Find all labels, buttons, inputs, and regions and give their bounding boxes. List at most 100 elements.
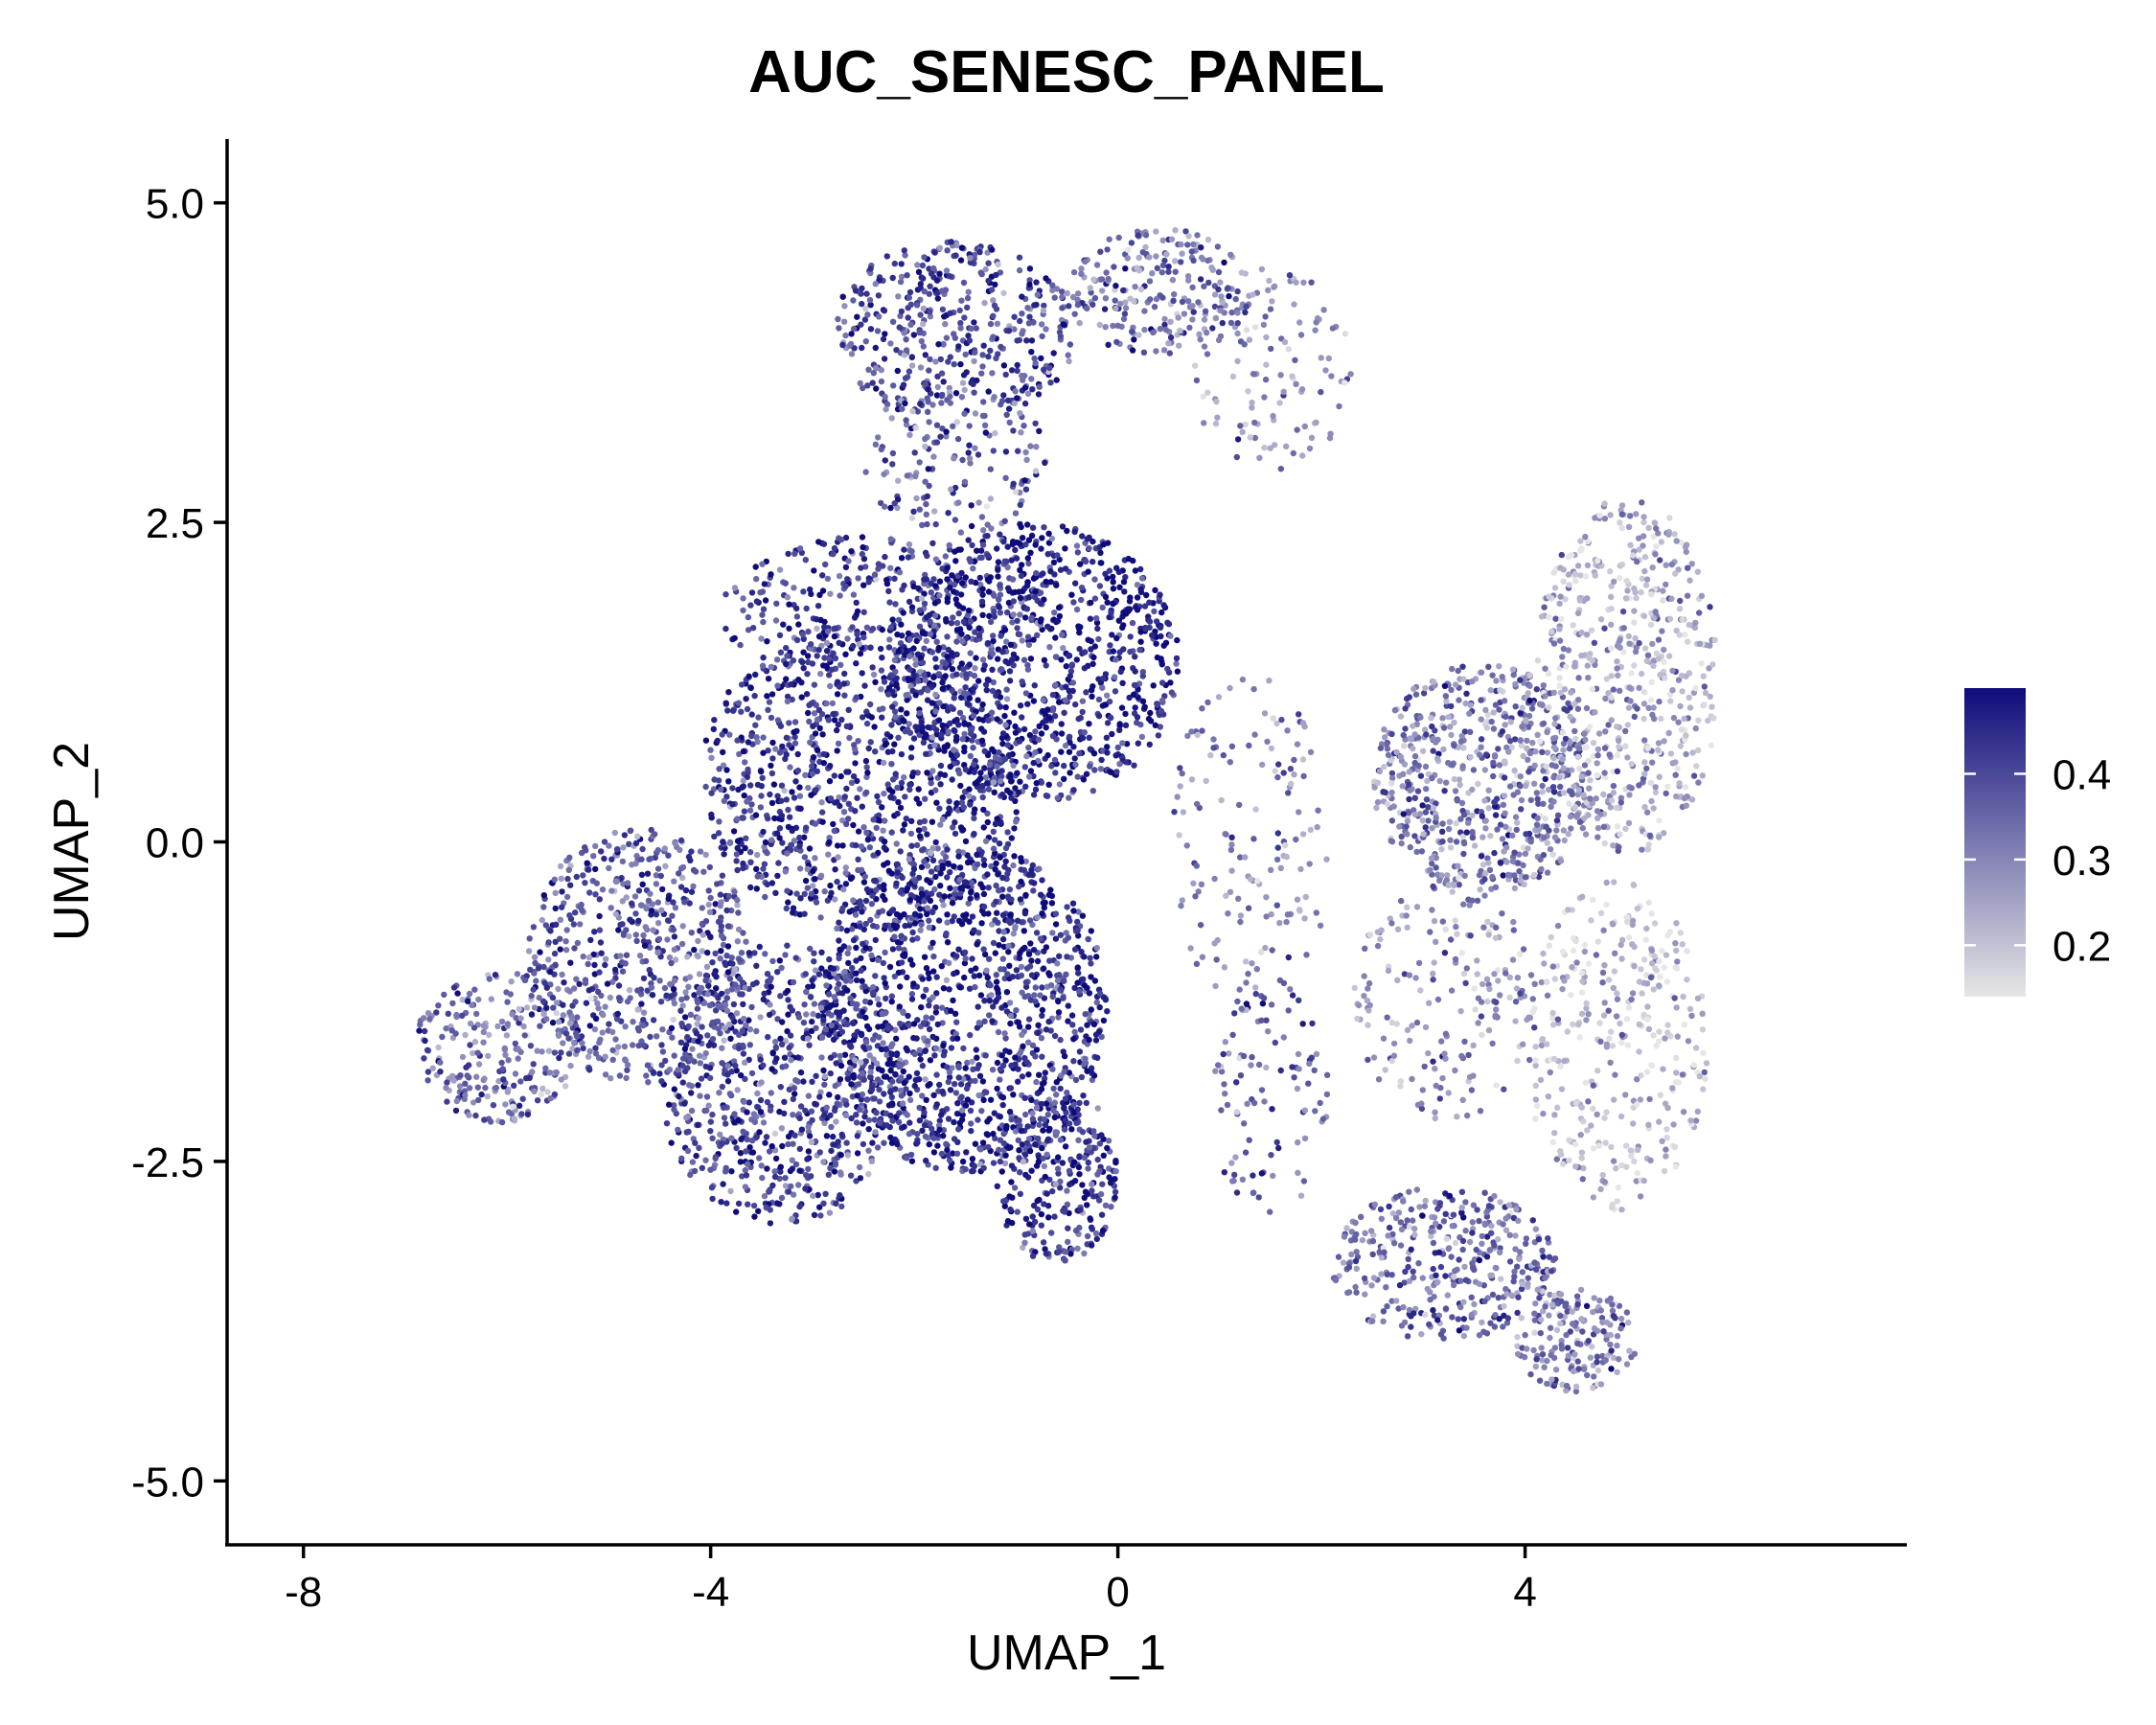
scatter-point	[912, 425, 919, 431]
scatter-point	[1112, 283, 1119, 289]
scatter-point	[725, 689, 732, 696]
scatter-point	[898, 750, 906, 758]
scatter-point	[1200, 393, 1207, 400]
scatter-point	[1234, 436, 1242, 443]
scatter-point	[860, 633, 867, 641]
scatter-point	[858, 290, 864, 297]
scatter-point	[1212, 420, 1220, 427]
scatter-point	[1051, 571, 1058, 578]
scatter-point	[817, 872, 825, 879]
scatter-point	[1277, 1067, 1284, 1074]
scatter-point	[1069, 687, 1076, 695]
scatter-point	[1214, 414, 1221, 421]
scatter-point	[934, 373, 941, 380]
scatter-point	[923, 1157, 929, 1164]
scatter-point	[1290, 449, 1297, 457]
scatter-point	[953, 716, 960, 724]
scatter-point	[1112, 297, 1118, 304]
scatter-point	[987, 1096, 995, 1103]
scatter-point	[966, 985, 974, 992]
scatter-point	[767, 791, 773, 798]
scatter-point	[984, 818, 992, 826]
scatter-point	[1012, 729, 1020, 736]
scatter-point	[916, 623, 924, 630]
scatter-point	[921, 600, 929, 608]
scatter-point	[926, 611, 932, 619]
scatter-point	[1166, 350, 1174, 356]
scatter-point	[946, 384, 952, 392]
scatter-point	[1022, 486, 1030, 493]
scatter-point	[911, 1082, 918, 1090]
scatter-point	[906, 1073, 912, 1080]
scatter-point	[906, 896, 913, 904]
scatter-point	[827, 1054, 835, 1061]
scatter-point	[753, 734, 760, 741]
scatter-point	[883, 995, 889, 1002]
scatter-point	[1234, 310, 1241, 316]
scatter-point	[1141, 308, 1148, 314]
scatter-point	[810, 867, 816, 875]
scatter-point	[947, 354, 953, 360]
scatter-point	[1005, 599, 1013, 607]
scatter-point	[984, 1132, 992, 1138]
scatter-point	[1074, 290, 1082, 297]
scatter-point	[1125, 606, 1132, 612]
scatter-point	[1250, 1172, 1256, 1179]
scatter-point	[906, 1096, 914, 1104]
scatter-point	[703, 1093, 711, 1100]
scatter-point	[926, 290, 932, 297]
scatter-point	[906, 598, 913, 606]
scatter-point	[1087, 746, 1094, 752]
scatter-point	[769, 755, 776, 762]
scatter-point	[765, 1033, 771, 1041]
scatter-point	[1002, 722, 1009, 728]
scatter-point	[1079, 533, 1086, 540]
scatter-point	[801, 854, 809, 861]
scatter-point	[745, 1099, 752, 1106]
scatter-point	[980, 728, 988, 735]
scatter-point	[848, 351, 856, 357]
scatter-point	[902, 400, 908, 407]
scatter-point	[1289, 992, 1296, 999]
scatter-point	[865, 1025, 873, 1033]
scatter-point	[980, 806, 987, 814]
scatter-point	[1088, 637, 1095, 645]
scatter-point	[1049, 732, 1057, 740]
scatter-point	[932, 656, 939, 662]
scatter-point	[917, 281, 924, 288]
scatter-point	[746, 849, 754, 856]
scatter-point	[814, 747, 821, 753]
scatter-point	[909, 936, 916, 943]
scatter-point	[777, 649, 785, 656]
scatter-point	[886, 636, 893, 643]
scatter-point	[975, 930, 982, 936]
scatter-point	[1066, 303, 1072, 310]
scatter-point	[888, 761, 895, 768]
scatter-point	[891, 656, 899, 664]
scatter-point	[805, 653, 812, 659]
scatter-point	[678, 1155, 685, 1162]
scatter-point	[998, 773, 1005, 780]
scatter-point	[979, 701, 986, 708]
scatter-point	[1313, 319, 1319, 326]
scatter-point	[920, 275, 927, 282]
scatter-point	[995, 351, 1001, 357]
scatter-point	[1032, 984, 1040, 991]
scatter-point	[1188, 776, 1196, 783]
scatter-point	[957, 1081, 965, 1088]
scatter-point	[776, 957, 783, 964]
scatter-point	[1239, 676, 1247, 683]
scatter-point	[841, 1051, 849, 1058]
scatter-point	[1089, 660, 1096, 667]
scatter-point	[1001, 627, 1009, 633]
scatter-point	[1019, 535, 1026, 541]
scatter-point	[1066, 653, 1072, 659]
scatter-point	[866, 999, 874, 1006]
scatter-point	[1082, 1011, 1089, 1018]
scatter-point	[817, 670, 824, 678]
scatter-point	[997, 694, 1004, 701]
scatter-point	[1112, 688, 1119, 695]
scatter-point	[1153, 228, 1159, 235]
scatter-point	[863, 764, 870, 770]
scatter-point	[947, 885, 953, 891]
